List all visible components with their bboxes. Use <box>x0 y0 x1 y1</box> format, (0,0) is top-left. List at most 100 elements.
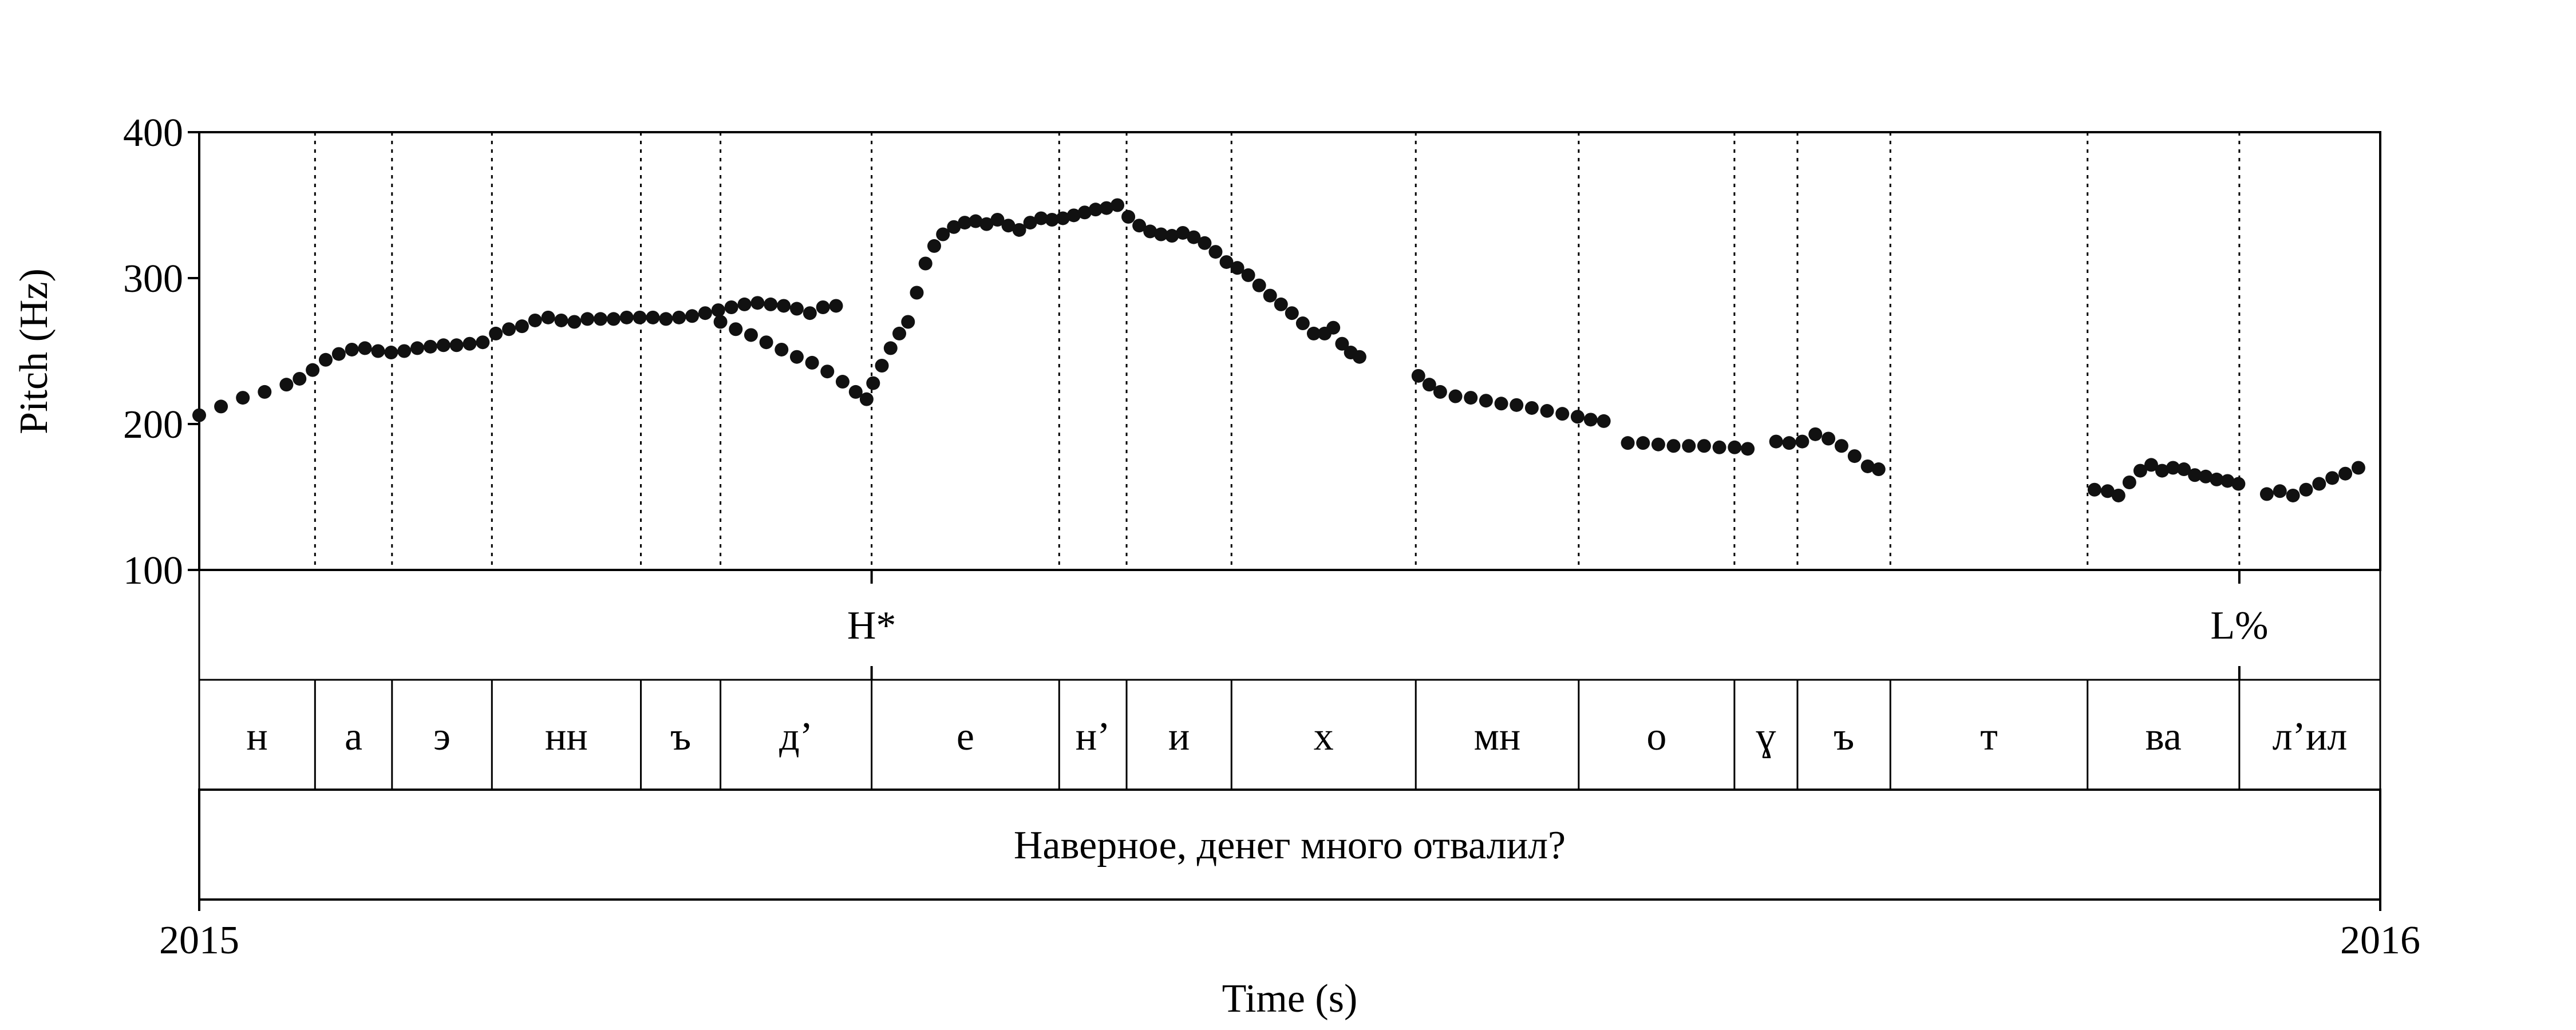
pitch-point <box>737 297 752 311</box>
pitch-point <box>318 352 333 367</box>
pitch-point <box>423 339 437 354</box>
pitch-point <box>2273 484 2287 498</box>
pitch-point <box>1295 316 1310 331</box>
pitch-point <box>2259 487 2274 501</box>
pitch-point <box>345 342 359 356</box>
pitch-point <box>192 408 206 422</box>
pitch-point <box>969 214 983 228</box>
pitch-point <box>1621 436 1635 450</box>
pitch-point <box>1263 288 1277 303</box>
y-axis-label: Pitch (Hz) <box>12 268 56 434</box>
pitch-point <box>436 338 451 352</box>
segment-label: е <box>957 715 974 759</box>
pitch-point <box>1651 437 1665 451</box>
pitch-point <box>258 385 272 399</box>
pitch-point <box>633 310 647 324</box>
pitch-point <box>1682 439 1696 453</box>
pitch-point <box>554 313 568 327</box>
pitch-point <box>724 300 738 314</box>
tone-label: L% <box>2210 604 2268 648</box>
pitch-point <box>1034 211 1048 225</box>
pitch-point <box>567 315 582 329</box>
pitch-point <box>910 286 924 300</box>
pitch-point <box>1274 297 1288 311</box>
pitch-point <box>2188 468 2202 482</box>
segment-label: а <box>345 715 362 759</box>
pitch-panel-frame <box>198 131 2381 571</box>
pitch-point <box>463 336 477 351</box>
pitch-point <box>1111 198 1125 212</box>
pitch-point <box>2286 488 2300 502</box>
segment-label: н <box>246 715 267 759</box>
pitch-point <box>2325 471 2340 485</box>
pitch-point <box>476 335 490 350</box>
segment-label: т <box>1980 715 1998 759</box>
pitch-point <box>646 310 660 324</box>
y-tick-label: 400 <box>123 111 183 155</box>
pitch-point <box>1077 205 1092 220</box>
pitch-point <box>1088 203 1103 217</box>
pitch-point <box>1540 404 1554 418</box>
segment-label: н’ <box>1076 715 1111 759</box>
segment-label: о <box>1646 715 1666 759</box>
pitch-point <box>835 375 850 389</box>
pitch-point <box>1570 410 1585 424</box>
pitch-point <box>1597 414 1611 428</box>
pitch-point <box>1524 401 1539 415</box>
pitch-point <box>685 309 700 323</box>
pitch-point <box>1001 219 1016 233</box>
pitch-point <box>449 338 464 352</box>
pitch-point <box>1326 320 1341 335</box>
pitch-point <box>1187 230 1201 244</box>
pitch-point <box>947 220 961 234</box>
y-tick-label: 200 <box>123 403 183 447</box>
pitch-point <box>1352 350 1366 364</box>
pitch-point <box>1198 236 1212 250</box>
pitch-point <box>892 326 907 340</box>
segment-boundary-lines <box>314 132 2241 570</box>
pitch-point <box>1741 442 1755 456</box>
pitch-point <box>1666 439 1681 453</box>
segment-tier-box <box>198 679 2381 791</box>
pitch-point <box>1728 440 1742 454</box>
pitch-point <box>410 341 424 355</box>
pitch-point <box>2210 472 2224 486</box>
pitch-point <box>2144 458 2158 472</box>
segment-label: л’ил <box>2273 715 2348 759</box>
pitch-point <box>672 310 686 324</box>
pitch-point <box>789 302 804 316</box>
pitch-point <box>848 385 863 399</box>
segment-label: ɣ <box>1756 715 1776 759</box>
pitch-point <box>541 310 555 324</box>
pitch-point <box>1411 369 1425 383</box>
segment-label: ъ <box>1834 715 1854 759</box>
pitch-point <box>1860 459 1875 473</box>
pitch-point <box>866 376 880 390</box>
pitch-point <box>829 299 843 313</box>
pitch-point <box>1165 229 1179 243</box>
pitch-point <box>1023 216 1037 230</box>
segment-label: х <box>1314 715 1334 759</box>
pitch-point <box>711 303 725 318</box>
pitch-point <box>1143 224 1157 239</box>
pitch-point <box>1636 436 1650 450</box>
pitch-point <box>764 297 778 311</box>
segment-label: ва <box>2146 715 2182 759</box>
pitch-point <box>358 341 372 355</box>
pitch-point <box>1306 326 1321 340</box>
x-tick-label-start: 2015 <box>159 918 239 962</box>
segment-label: э <box>433 715 451 759</box>
pitch-point <box>2122 476 2136 489</box>
pitch-point <box>2177 462 2191 477</box>
pitch-point <box>927 239 941 253</box>
pitch-point <box>750 296 765 310</box>
pitch-point <box>883 341 898 355</box>
tone-label: H* <box>847 604 896 648</box>
y-axis: 100 200 300 400 <box>123 111 199 593</box>
pitch-point <box>606 312 621 326</box>
pitch-point <box>775 342 789 356</box>
pitch-point <box>293 371 307 386</box>
pitch-point <box>1219 255 1234 269</box>
pitch-point <box>820 365 835 379</box>
pitch-point <box>2199 469 2213 484</box>
